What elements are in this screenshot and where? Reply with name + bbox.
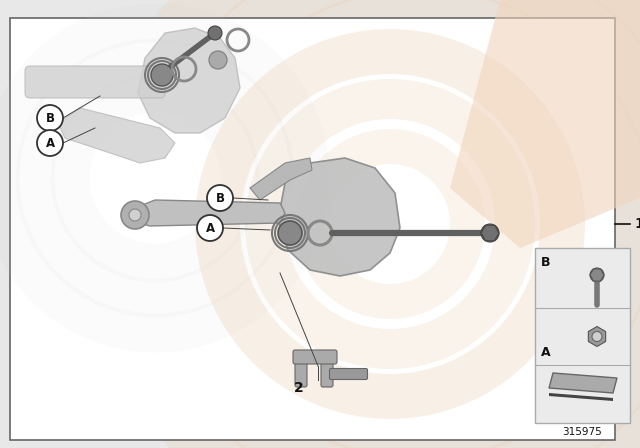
Circle shape (129, 209, 141, 221)
Text: A: A (541, 346, 550, 359)
Circle shape (37, 105, 63, 131)
Polygon shape (549, 393, 613, 401)
Wedge shape (295, 129, 485, 319)
FancyBboxPatch shape (293, 350, 337, 364)
Polygon shape (278, 158, 400, 276)
Circle shape (590, 268, 604, 282)
Polygon shape (450, 0, 640, 248)
Circle shape (208, 26, 222, 40)
Circle shape (151, 64, 173, 86)
Text: B: B (216, 191, 225, 204)
Text: 1: 1 (634, 217, 640, 231)
Text: 2: 2 (294, 381, 304, 395)
Polygon shape (549, 373, 617, 393)
Wedge shape (195, 29, 585, 419)
Polygon shape (128, 200, 285, 226)
Polygon shape (250, 158, 312, 200)
Polygon shape (58, 108, 175, 163)
Circle shape (278, 221, 302, 245)
Circle shape (207, 185, 233, 211)
Wedge shape (245, 79, 535, 369)
FancyBboxPatch shape (330, 369, 367, 379)
Circle shape (37, 130, 63, 156)
Bar (535, 248, 630, 423)
Text: A: A (205, 221, 214, 234)
Circle shape (592, 332, 602, 341)
Text: 315975: 315975 (563, 427, 602, 437)
Circle shape (481, 224, 499, 242)
Circle shape (197, 215, 223, 241)
Text: A: A (45, 137, 54, 150)
Polygon shape (138, 28, 240, 133)
FancyBboxPatch shape (295, 355, 307, 387)
FancyBboxPatch shape (321, 355, 333, 387)
Circle shape (121, 201, 149, 229)
Text: B: B (541, 256, 550, 269)
FancyBboxPatch shape (25, 66, 165, 98)
Circle shape (209, 51, 227, 69)
Text: B: B (45, 112, 54, 125)
